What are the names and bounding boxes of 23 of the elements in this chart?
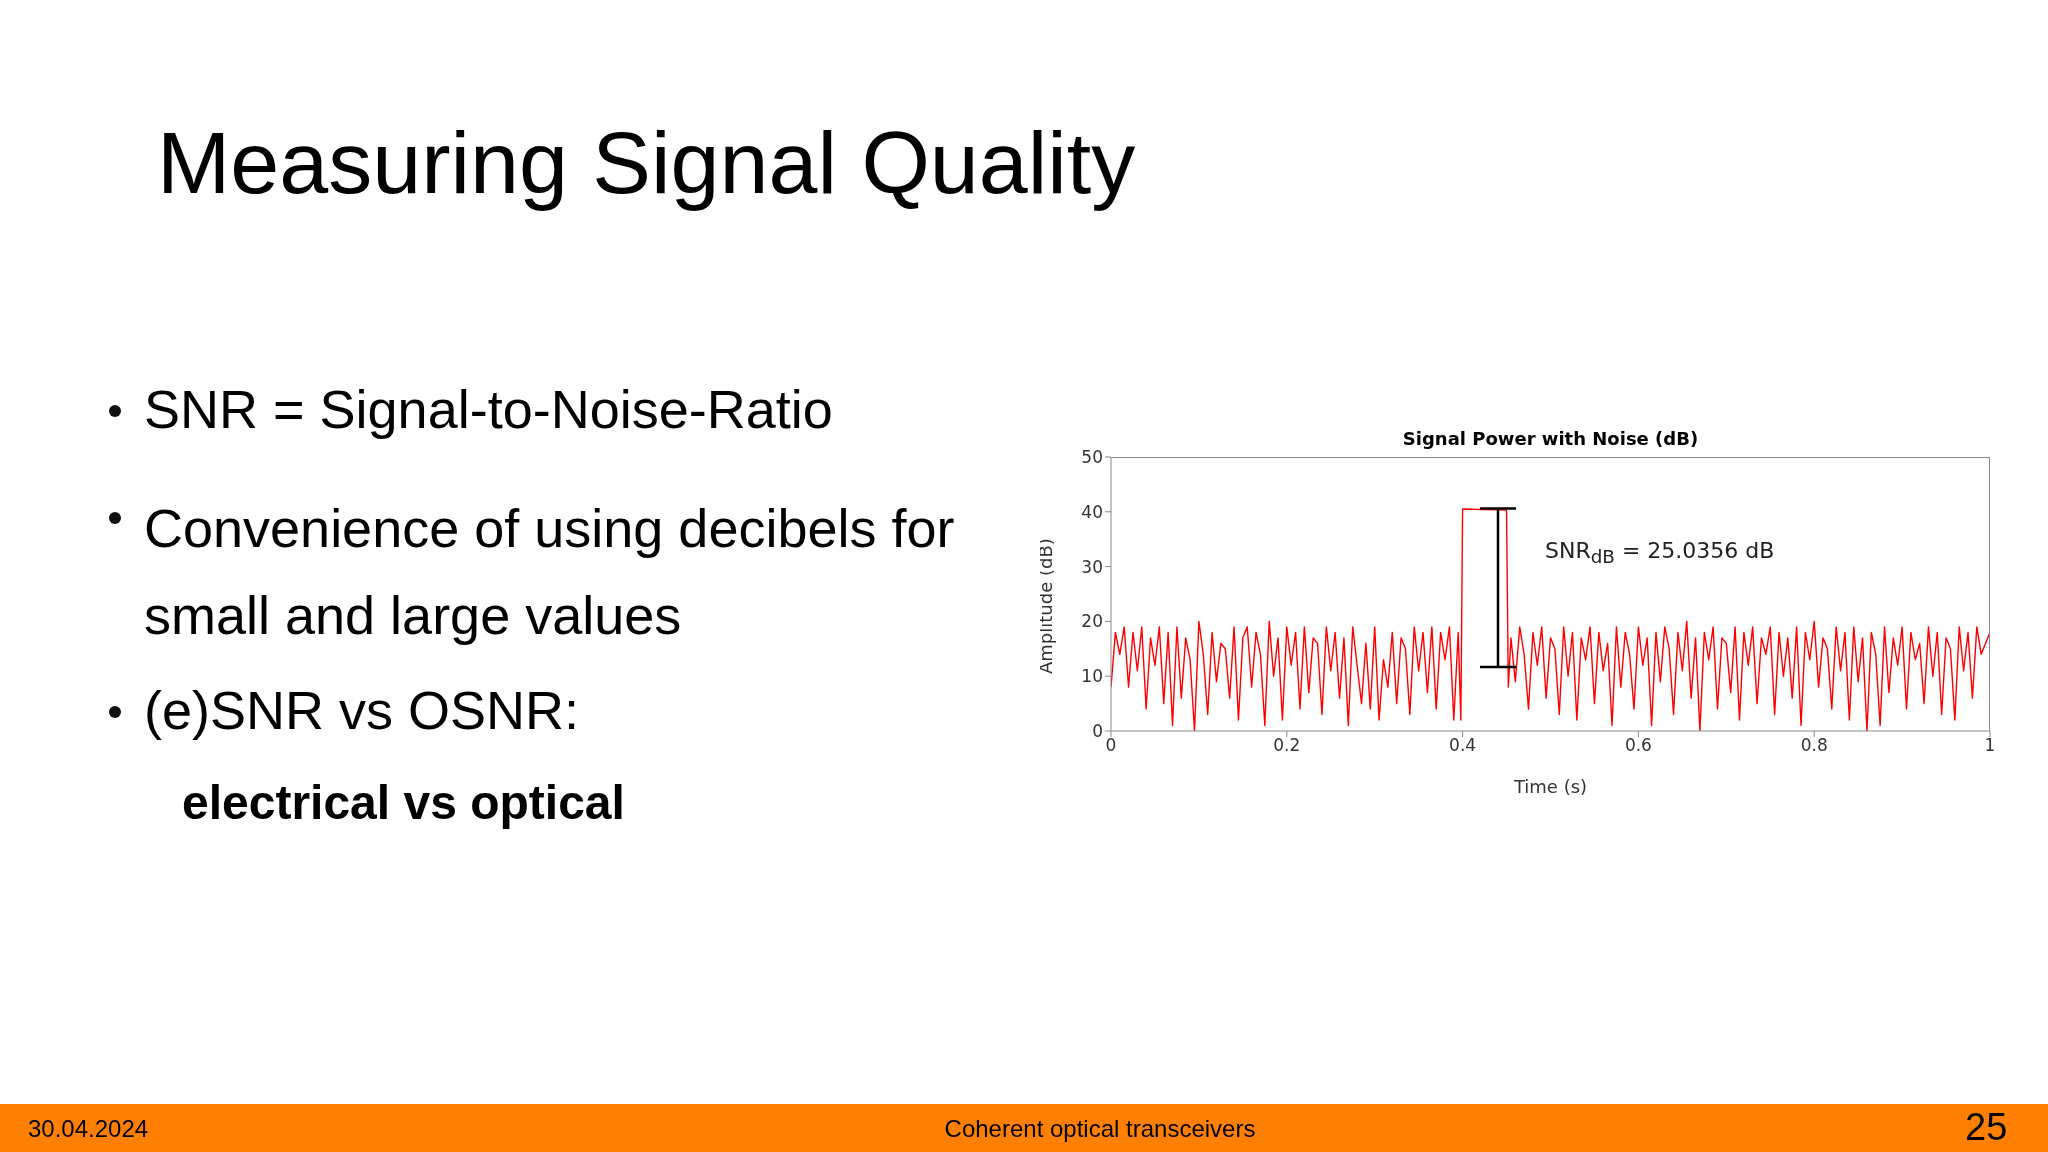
y-tick-label: 0 <box>1092 721 1103 742</box>
text: SNR = Signal-to-Noise-Ratio <box>144 378 833 440</box>
x-axis-title: Time (s) <box>1512 776 1588 797</box>
y-tick-label: 50 <box>1081 447 1103 468</box>
text: Measuring Signal Quality <box>157 112 1136 214</box>
y-tick-label: 20 <box>1081 611 1103 632</box>
chart-title: Signal Power with Noise (dB) <box>1401 428 1700 449</box>
y-tick-label: 10 <box>1081 666 1103 687</box>
x-tick-label: 0.6 <box>1624 735 1652 756</box>
text: (e)SNR vs OSNR: <box>144 679 580 741</box>
annotation: SNR$_{dB}$ = 25.0356 dB <box>1545 538 1775 568</box>
y-tick-label: 40 <box>1081 501 1103 522</box>
x-tick-label: 0 <box>1105 735 1117 756</box>
y-tick-label: 30 <box>1081 556 1103 577</box>
text: 30.04.2024 <box>28 1115 149 1143</box>
x-tick-label: 0.2 <box>1273 735 1301 756</box>
x-tick-label: 0.4 <box>1449 735 1477 756</box>
x-tick-label: 1 <box>1984 735 1996 756</box>
text: electrical vs optical <box>182 775 625 830</box>
x-tick-label: 0.8 <box>1800 735 1828 756</box>
text: 25 <box>1965 1106 2008 1149</box>
text: Coherent optical transceivers <box>944 1115 1256 1142</box>
text: Convenience of using decibels for small and large values <box>144 497 956 647</box>
